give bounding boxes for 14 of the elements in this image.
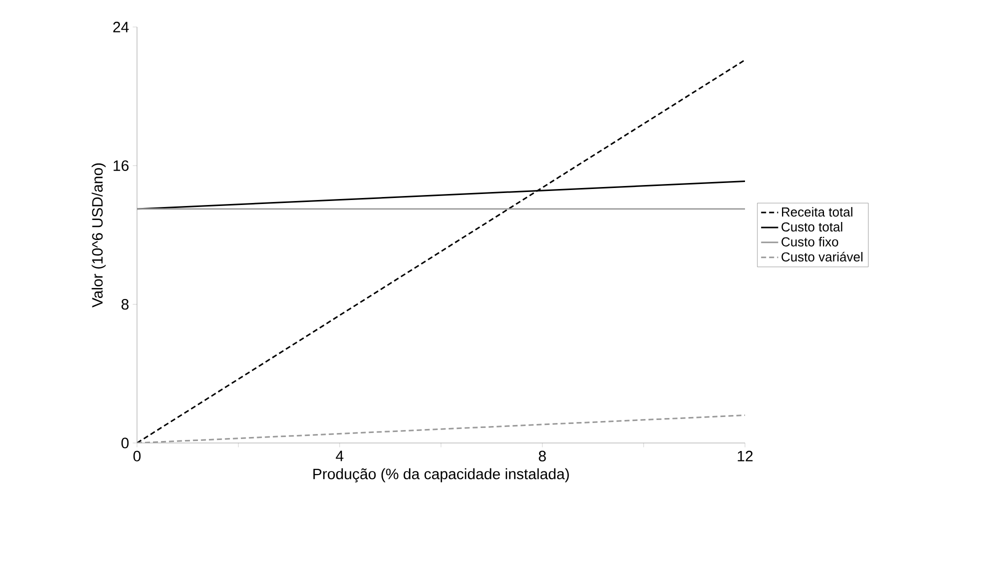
y-axis-title: Valor (10^6 USD/ano): [92, 163, 106, 308]
legend-label: Custo variável: [782, 252, 862, 262]
legend-label: Custo fixo: [782, 236, 838, 246]
y-tick-label: 8: [122, 299, 129, 310]
x-tick-label: 12: [738, 450, 753, 462]
x-tick-label: 8: [538, 450, 546, 462]
x-tick-label: 0: [133, 450, 141, 462]
legend-label: Custo total: [782, 222, 842, 232]
y-tick-label: 24: [113, 22, 129, 32]
legend-label: Receita total: [782, 207, 852, 217]
x-axis-title: Produção (% da capacidade instalada): [313, 468, 569, 482]
y-tick-label: 16: [114, 160, 129, 171]
x-tick-label: 4: [336, 450, 344, 462]
y-tick-label: 0: [121, 438, 129, 448]
